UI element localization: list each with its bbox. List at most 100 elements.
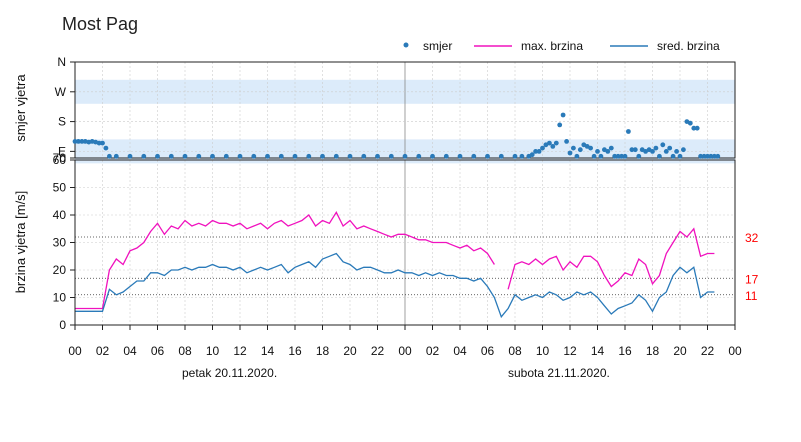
direction-axis-title: smjer vjetra <box>13 74 28 142</box>
direction-point <box>536 149 542 154</box>
speed-axis-title: brzina vjetra [m/s] <box>13 191 28 294</box>
direction-point <box>512 153 518 159</box>
direction-point <box>608 145 614 151</box>
direction-point <box>632 147 638 153</box>
x-tick-label: 08 <box>508 344 522 358</box>
direction-point <box>292 153 298 159</box>
direction-point <box>141 153 147 159</box>
speed-tick-label: 60 <box>53 153 67 167</box>
direction-point <box>564 139 569 144</box>
chart-title: Most Pag <box>62 14 138 34</box>
direction-point <box>113 153 119 159</box>
direction-point <box>72 139 78 144</box>
x-tick-label: 22 <box>371 344 385 358</box>
direction-point <box>333 153 339 159</box>
direction-point <box>577 147 583 153</box>
direction-point <box>694 125 700 131</box>
x-tick-label: 00 <box>68 344 82 358</box>
legend-max-label: max. brzina <box>521 39 583 53</box>
x-tick-label: 18 <box>646 344 660 358</box>
direction-point <box>629 147 635 153</box>
x-tick-label: 10 <box>206 344 220 358</box>
direction-point <box>650 149 655 154</box>
legend-direction-marker <box>403 42 409 48</box>
direction-point <box>626 129 631 134</box>
x-tick-label: 12 <box>563 344 577 358</box>
direction-point <box>540 145 545 151</box>
x-tick-label: 22 <box>701 344 715 358</box>
direction-point <box>657 153 662 159</box>
x-tick-label: 14 <box>261 344 275 358</box>
direction-point <box>663 149 669 154</box>
direction-tick-label: W <box>55 85 67 99</box>
speed-tick-label: 30 <box>53 236 67 250</box>
direction-point <box>443 153 449 159</box>
direction-point <box>529 152 535 158</box>
direction-point <box>574 153 580 159</box>
direction-point <box>636 153 642 159</box>
direction-point <box>103 145 109 151</box>
direction-point <box>701 153 707 159</box>
direction-point <box>567 150 573 156</box>
direction-point <box>677 153 683 159</box>
direction-point <box>674 149 679 154</box>
x-tick-label: 04 <box>123 344 137 358</box>
direction-point <box>127 153 133 159</box>
direction-point <box>182 153 188 159</box>
speed-tick-label: 20 <box>53 263 67 277</box>
day-label-1: petak 20.11.2020. <box>182 366 277 380</box>
direction-point <box>278 153 284 159</box>
x-tick-label: 10 <box>536 344 550 358</box>
direction-point <box>612 153 618 159</box>
x-tick-label: 06 <box>481 344 495 358</box>
x-tick-label: 20 <box>343 344 357 358</box>
direction-point <box>416 153 422 159</box>
direction-point <box>595 149 600 154</box>
speed-tick-label: 10 <box>53 291 67 305</box>
direction-tick-label: N <box>57 55 66 69</box>
direction-point <box>533 149 538 154</box>
x-tick-label: 16 <box>618 344 632 358</box>
direction-point <box>681 147 686 153</box>
direction-point <box>708 153 714 159</box>
direction-point <box>550 144 556 149</box>
direction-point <box>660 142 666 148</box>
direction-point <box>598 153 604 159</box>
direction-point <box>237 153 243 159</box>
x-tick-label: 12 <box>233 344 247 358</box>
direction-point <box>691 125 697 131</box>
direction-point <box>605 149 611 154</box>
direction-point <box>210 153 215 159</box>
direction-point <box>223 153 229 159</box>
direction-point <box>107 153 112 159</box>
direction-point <box>471 153 477 159</box>
direction-tick-label: S <box>58 115 66 129</box>
direction-point <box>347 153 353 159</box>
direction-point <box>306 153 312 159</box>
direction-point <box>155 153 160 159</box>
legend-direction-label: smjer <box>423 39 452 53</box>
direction-point <box>79 139 85 144</box>
legend: smjer max. brzina sred. brzina <box>403 39 720 53</box>
direction-point <box>670 153 676 159</box>
direction-point <box>498 153 504 159</box>
direction-point <box>547 140 552 146</box>
time-axis: 00 02 04 06 08 10 12 14 16 18 20 22 00 02 04 06 08 10 12 14… <box>68 325 742 358</box>
x-tick-label: 00 <box>728 344 742 358</box>
x-tick-label: 02 <box>96 344 110 358</box>
direction-point <box>430 153 435 159</box>
direction-tick-label: E <box>58 144 66 158</box>
x-tick-label: 08 <box>178 344 192 358</box>
direction-point <box>591 153 597 159</box>
day-label-2: subota 21.11.2020. <box>508 366 610 380</box>
direction-point <box>388 153 394 159</box>
direction-point <box>588 145 593 151</box>
avg-speed-line <box>75 252 715 319</box>
direction-point <box>687 120 693 126</box>
direction-panel: N W S E70 <box>53 55 736 165</box>
reference-label: 32 <box>745 231 759 245</box>
direction-point <box>557 122 563 128</box>
direction-point <box>251 153 257 159</box>
direction-point <box>76 139 81 144</box>
